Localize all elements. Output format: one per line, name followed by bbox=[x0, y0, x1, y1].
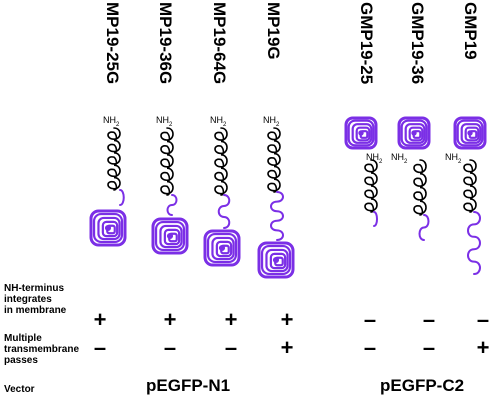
mark-passes-mp19-25g: – bbox=[93, 335, 107, 360]
helix-mp19-25g bbox=[107, 127, 121, 191]
mark-nh-terminus-gmp19-25: – bbox=[363, 307, 377, 332]
mark-passes-gmp19-36: – bbox=[422, 335, 436, 360]
gfp-blob-mp19-25g bbox=[89, 209, 127, 247]
gfp-blob-gmp19-36 bbox=[397, 116, 431, 150]
nh2-label: NH2 bbox=[156, 115, 173, 128]
mark-passes-gmp19: + bbox=[476, 335, 490, 360]
vector-label-pegfp-c2: pEGFP-C2 bbox=[380, 376, 465, 395]
tail-gmp19-25 bbox=[373, 211, 378, 227]
mark-nh-terminus-mp19-64g: + bbox=[224, 307, 238, 332]
gfp-blob-mp19-64g bbox=[203, 229, 241, 267]
linker-mp19-25g bbox=[119, 189, 125, 206]
nh2-label: NH2 bbox=[391, 152, 408, 165]
mark-nh-terminus-gmp19: – bbox=[476, 307, 490, 332]
linker-mp19-64g bbox=[217, 194, 231, 229]
mark-passes-mp19-36g: – bbox=[163, 335, 177, 360]
helix-gmp19 bbox=[463, 159, 477, 213]
tail-gmp19 bbox=[467, 211, 481, 275]
linker-mp19g bbox=[270, 191, 284, 241]
mark-nh-terminus-gmp19-36: – bbox=[422, 307, 436, 332]
gfp-blob-gmp19 bbox=[453, 116, 487, 150]
helix-mp19-36g bbox=[160, 127, 174, 196]
helix-mp19-64g bbox=[214, 127, 228, 196]
helix-gmp19-25 bbox=[364, 159, 378, 213]
mark-nh-terminus-mp19g: + bbox=[280, 307, 294, 332]
nh2-label: NH2 bbox=[210, 115, 227, 128]
gfp-blob-mp19-36g bbox=[151, 217, 189, 255]
mark-passes-mp19-64g: – bbox=[224, 335, 238, 360]
tail-gmp19-36 bbox=[418, 214, 430, 241]
nh2-label: NH2 bbox=[366, 152, 383, 165]
row-label-multiple-passes: Multiple transmembrane passes bbox=[4, 333, 80, 366]
helix-mp19g bbox=[267, 127, 281, 193]
helix-gmp19-36 bbox=[413, 159, 427, 216]
mark-nh-terminus-mp19-25g: + bbox=[93, 307, 107, 332]
mark-nh-terminus-mp19-36g: + bbox=[163, 307, 177, 332]
nh2-label: NH2 bbox=[103, 115, 120, 128]
nh2-label: NH2 bbox=[445, 152, 462, 165]
gfp-blob-gmp19-25 bbox=[344, 116, 378, 150]
linker-mp19-36g bbox=[166, 194, 178, 216]
nh2-label: NH2 bbox=[263, 115, 280, 128]
mark-passes-gmp19-25: – bbox=[363, 335, 377, 360]
mark-passes-mp19g: + bbox=[280, 335, 294, 360]
row-label-vector: Vector bbox=[4, 384, 35, 395]
row-label-nh-terminus: NH-terminus integrates in membrane bbox=[4, 283, 67, 316]
vector-label-pegfp-n1: pEGFP-N1 bbox=[146, 376, 231, 395]
gfp-blob-mp19g bbox=[257, 241, 295, 279]
